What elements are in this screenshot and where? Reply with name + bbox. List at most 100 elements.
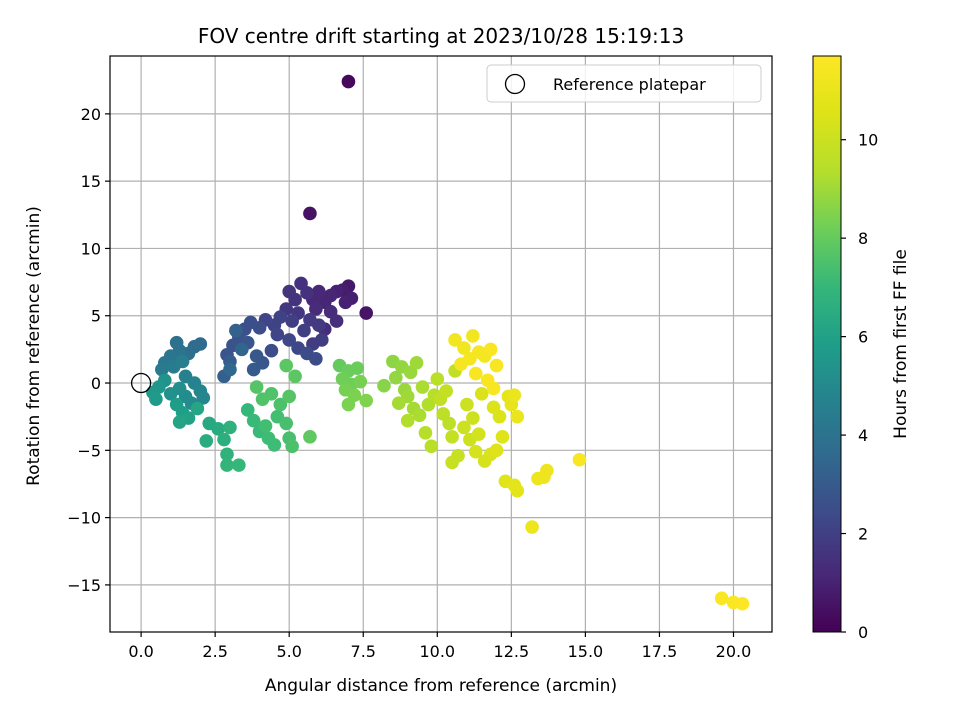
colorbar-gradient [812,55,842,633]
legend-box [486,64,762,103]
scatter-point [439,384,453,398]
scatter-point [223,362,237,377]
scatter-point [190,401,205,416]
x-tick-label: 2.5 [202,642,227,661]
scatter-point [309,352,323,366]
axes-frame [109,55,773,633]
y-tick-label: 15 [81,172,101,191]
y-tick-label: 5 [91,307,101,326]
scatter-point [341,397,356,412]
scatter-point [442,416,456,431]
scatter-point [270,327,285,342]
scatter-point [282,284,296,299]
scatter-point [312,318,326,332]
scatter-point [412,408,427,423]
scatter-point [424,439,439,454]
scatter-point [457,341,471,355]
scatter-point [279,416,294,431]
x-axis-title: Angular distance from reference (arcmin) [265,676,617,696]
scatter-point [267,438,282,452]
colorbar-tick-label: 10 [858,131,878,150]
scatter-point [220,458,234,472]
colorbar-tick-label: 8 [858,229,868,248]
scatter-point [510,483,525,498]
scatter-point [211,421,225,436]
scatter-point [223,420,237,435]
y-tick-label: −15 [67,576,101,595]
scatter-point [273,397,288,412]
scatter-point [457,420,471,435]
scatter-point [172,415,187,429]
colorbar-tick-label: 0 [858,623,868,642]
scatter-point [460,397,474,412]
scatter-point [377,378,391,393]
colorbar-title: Hours from first FF file [891,249,911,439]
scatter-point [338,295,353,310]
scatter-point [350,361,365,376]
scatter-point [454,357,468,371]
scatter-point [297,323,311,338]
scatter-point [492,409,507,424]
scatter-point [359,393,374,408]
scatter-point [258,419,273,433]
scatter-point [540,463,554,478]
scatter-point [300,286,314,300]
scatter-point [507,388,522,402]
colorbar: 0 2 4 6 8 10 [812,55,878,642]
scatter-point [217,432,231,447]
legend-label: Reference platepar [553,75,706,94]
scatter-point [735,596,750,611]
scatter-point [483,342,498,357]
scatter-point [353,374,368,389]
scatter-point [469,444,483,459]
scatter-point [309,302,323,316]
scatter-point [279,358,294,373]
scatter-point [155,362,169,377]
colorbar-tick-label: 6 [858,328,868,347]
scatter-point [220,447,234,462]
scatter-point [229,323,243,338]
legend-marker-icon [504,73,526,95]
y-tick-label: 0 [91,374,101,393]
x-tick-label: 10.0 [419,642,455,661]
scatter-point [264,343,279,358]
scatter-point [430,372,445,386]
scatter-point [471,427,486,441]
scatter-point [246,362,261,377]
scatter-point [445,430,459,444]
y-tick-label: −10 [67,509,101,528]
x-tick-label: 12.5 [494,642,530,661]
plot-background [110,56,772,632]
x-tick-label: 0.0 [128,642,153,661]
scatter-point [418,426,433,440]
chart-title: FOV centre drift starting at 2023/10/28 … [198,24,684,48]
scatter-point [163,386,178,401]
scatter-point [249,380,264,394]
colorbar-tick-label: 4 [858,426,868,445]
scatter-point [486,381,501,396]
scatter-point [489,358,504,373]
y-tick-label: 10 [81,239,101,258]
scatter-point [288,369,302,384]
scatter-point [329,314,344,328]
plot-area: 0.0 2.5 5.0 7.5 10.0 12.5 15.0 17.5 20.0 −15 −10 −5… [67,55,773,661]
legend: Reference platepar [486,64,762,103]
scatter-point [572,452,587,467]
y-axis-title: Rotation from reference (arcmin) [24,206,44,486]
scatter-point [510,409,525,424]
scatter-point [489,443,504,458]
reference-platepar-marker [130,372,152,394]
scatter-point [196,391,211,405]
scatter-point [240,403,255,417]
scatter-point [282,333,296,347]
y-tick-label: −5 [77,441,101,460]
scatter-point [282,389,296,404]
scatter-point [359,306,374,320]
y-tick-label: 20 [81,105,101,124]
scatter-point [714,591,729,606]
scatter-point [391,396,406,411]
scatter-point [235,342,249,357]
scatter-point [415,380,430,394]
x-tick-label: 5.0 [276,642,301,661]
